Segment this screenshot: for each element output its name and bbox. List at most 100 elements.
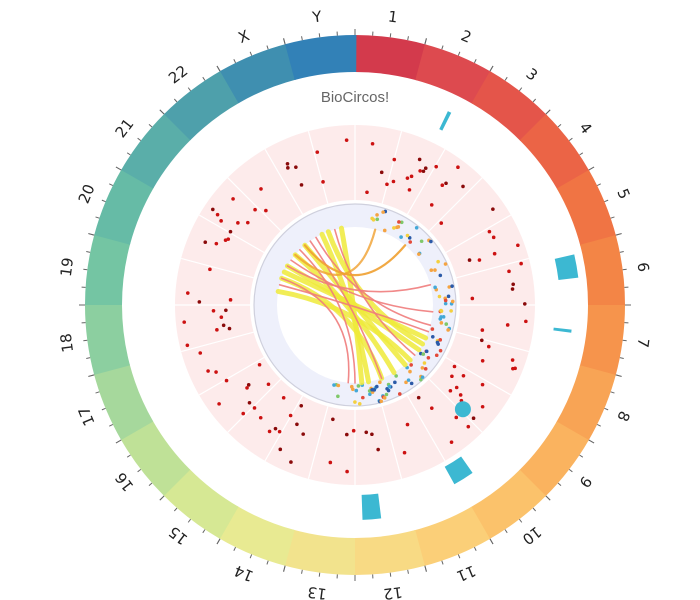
inner-point <box>450 299 455 304</box>
chromosome-21-segment <box>121 113 192 189</box>
chromosome-10-segment <box>470 469 546 540</box>
tick <box>202 76 206 81</box>
tick <box>95 391 100 394</box>
inner-point <box>332 383 336 387</box>
tick <box>457 554 461 559</box>
tick <box>233 546 237 551</box>
tick <box>216 538 221 545</box>
chromosome-label-3: 3 <box>523 64 542 84</box>
snp-point <box>299 183 304 187</box>
snp-point <box>217 402 221 406</box>
snp-point <box>429 406 434 410</box>
chromosome-16-segment <box>120 420 191 496</box>
chromosome-label-8: 8 <box>613 408 633 424</box>
tick <box>137 137 142 142</box>
snp-point <box>454 415 459 420</box>
snp-divider <box>456 331 530 353</box>
snp-point <box>405 176 410 180</box>
tick <box>557 123 562 128</box>
inner-point <box>429 268 434 273</box>
snp-point <box>211 207 215 212</box>
chromosome-Y-segment <box>285 35 357 80</box>
snp-point <box>236 221 240 225</box>
tick <box>457 51 461 56</box>
inner-point <box>430 335 435 339</box>
snp-point <box>227 326 232 331</box>
snp-point <box>365 190 369 195</box>
chromosome-label-10: 10 <box>519 523 545 549</box>
chromosome-14-segment <box>218 506 295 566</box>
inner-point <box>438 273 443 278</box>
snp-divider <box>307 130 329 204</box>
inner-point <box>421 352 426 356</box>
link-chord <box>338 225 365 386</box>
snp-point <box>215 212 220 217</box>
chromosome-9-segment <box>518 421 589 497</box>
inner-point <box>374 384 379 389</box>
snp-point <box>454 385 459 390</box>
chromosome-7-segment <box>579 305 625 377</box>
snp-point <box>203 240 208 244</box>
snp-point <box>461 373 466 378</box>
tick <box>109 423 114 427</box>
chromosome-20-segment <box>94 168 154 245</box>
highlight-bar <box>553 327 572 333</box>
snp-point <box>226 237 231 241</box>
tick <box>568 137 573 142</box>
chromosome-label-2: 2 <box>458 26 474 46</box>
snp-point <box>351 428 356 433</box>
snp-point <box>185 291 190 295</box>
tick <box>216 65 221 72</box>
chromosome-label-Y: Y <box>310 7 323 26</box>
tick <box>588 166 595 171</box>
snp-point <box>219 315 224 319</box>
tick <box>588 439 595 444</box>
snp-point <box>182 320 187 324</box>
tick <box>407 569 409 574</box>
snp-point <box>452 364 457 369</box>
chromosome-2-segment <box>415 44 492 104</box>
tick <box>159 109 165 115</box>
snp-point <box>221 323 226 328</box>
inner-point <box>420 375 425 379</box>
snp-point <box>345 469 349 474</box>
snp-point <box>344 138 349 142</box>
inner-point <box>382 396 387 400</box>
chromosome-ring <box>85 35 625 575</box>
snp-point <box>421 169 426 174</box>
snp-point <box>197 300 202 304</box>
inner-point <box>446 328 450 332</box>
chromosome-1-segment <box>355 35 427 81</box>
tick <box>407 36 409 41</box>
tick <box>101 199 106 203</box>
inner-point <box>361 395 365 400</box>
snp-point <box>448 388 453 393</box>
tick <box>148 123 153 128</box>
inner-point <box>387 384 392 389</box>
chromosome-4-segment <box>519 114 590 190</box>
chromosome-label-20: 20 <box>75 182 99 207</box>
snp-point <box>253 207 257 212</box>
tick <box>619 251 624 253</box>
inner-point <box>371 217 376 222</box>
inner-point <box>417 252 421 256</box>
chromosome-label-19: 19 <box>57 256 77 277</box>
highlight-bar <box>361 493 382 520</box>
snp-point <box>264 208 268 213</box>
chromosome-ticks <box>79 29 631 581</box>
link-chord <box>280 277 350 384</box>
snp-point <box>385 182 389 187</box>
snp-point <box>246 383 251 387</box>
chromosome-label-6: 6 <box>633 261 652 273</box>
tick <box>615 233 622 236</box>
tick <box>318 572 321 577</box>
snp-divider <box>406 148 446 215</box>
inner-point <box>447 285 452 289</box>
tick <box>115 166 122 171</box>
inner-point <box>379 399 384 404</box>
snp-point <box>510 287 515 291</box>
chromosome-11-segment <box>414 506 490 567</box>
inner-point <box>381 210 385 214</box>
chromosome-label-5: 5 <box>613 186 633 202</box>
